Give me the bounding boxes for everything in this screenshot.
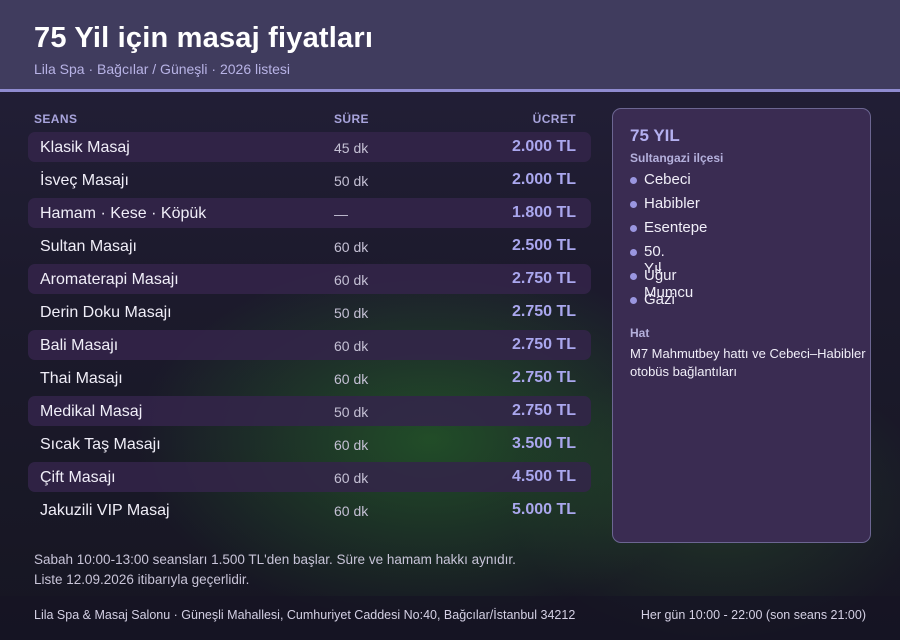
page-subtitle: Lila Spa · Bağcılar / Güneşli · 2026 lis…	[34, 61, 291, 77]
table-row: Çift Masajı 60 dk 4.500 TL	[28, 462, 591, 492]
neighbourhood-name: Uğur Mumcu	[644, 267, 694, 301]
service-price: 3.500 TL	[511, 435, 576, 452]
table-row: Derin Doku Masajı 50 dk 2.750 TL	[28, 297, 591, 327]
bullet-icon	[630, 249, 637, 256]
neighbourhood-name: Esentepe	[644, 219, 708, 236]
table-row: Aromaterapi Masajı 60 dk 2.750 TL	[28, 264, 591, 294]
service-duration: 60 dk	[334, 437, 369, 453]
column-header-duration: SÜRE	[334, 112, 369, 126]
service-name: Sultan Masajı	[40, 238, 137, 255]
page-footer: Lila Spa & Masaj Salonu · Güneşli Mahall…	[0, 596, 900, 640]
table-row: Klasik Masaj 45 dk 2.000 TL	[28, 132, 591, 162]
service-name: Medikal Masaj	[40, 403, 143, 420]
service-duration: 50 dk	[334, 305, 369, 321]
service-price: 2.750 TL	[511, 402, 576, 419]
service-name: İsveç Masajı	[40, 172, 129, 189]
service-name: Hamam · Kese · Köpük	[40, 205, 207, 222]
neighbourhood-name: 50. Yıl	[644, 243, 665, 277]
service-name: Çift Masajı	[40, 469, 116, 486]
page-title: 75 Yil için masaj fiyatları	[34, 22, 374, 54]
service-name: Derin Doku Masajı	[40, 304, 172, 321]
page-header: 75 Yil için masaj fiyatları Lila Spa · B…	[0, 0, 900, 92]
bullet-icon	[630, 225, 637, 232]
service-price: 4.500 TL	[511, 468, 576, 485]
table-row: İsveç Masajı 50 dk 2.000 TL	[28, 165, 591, 195]
column-header-service: SEANS	[34, 112, 78, 126]
footer-address: Lila Spa & Masaj Salonu · Güneşli Mahall…	[34, 608, 576, 622]
service-price: 2.000 TL	[511, 171, 576, 188]
service-price: 2.500 TL	[511, 237, 576, 254]
neighbourhood-name: Gazi	[644, 291, 675, 308]
service-duration: 60 dk	[334, 503, 369, 519]
service-price: 2.750 TL	[511, 303, 576, 320]
district-label: Sultangazi ilçesi	[630, 151, 724, 165]
service-price: 2.000 TL	[511, 138, 576, 155]
service-price: 1.800 TL	[511, 204, 576, 221]
table-row: Sultan Masajı 60 dk 2.500 TL	[28, 231, 591, 261]
panel-title: 75 YIL	[630, 126, 680, 145]
price-table: Klasik Masaj 45 dk 2.000 TL İsveç Masajı…	[28, 132, 591, 528]
bullet-icon	[630, 297, 637, 304]
service-name: Aromaterapi Masajı	[40, 271, 179, 288]
district-info-panel: 75 YIL Sultangazi ilçesi Cebeci Habibler…	[612, 108, 871, 543]
service-name: Bali Masajı	[40, 337, 119, 354]
table-row: Sıcak Taş Masajı 60 dk 3.500 TL	[28, 429, 591, 459]
service-name: Jakuzili VIP Masaj	[40, 502, 170, 519]
neighbourhood-name: Cebeci	[644, 171, 691, 188]
service-duration: 60 dk	[334, 338, 369, 354]
transit-line-label: Hat	[630, 326, 650, 340]
service-duration: 60 dk	[334, 272, 369, 288]
bullet-icon	[630, 273, 637, 280]
service-name: Klasik Masaj	[40, 139, 130, 156]
bullet-icon	[630, 177, 637, 184]
service-duration: 50 dk	[334, 173, 369, 189]
service-price: 2.750 TL	[511, 336, 576, 353]
table-row: Jakuzili VIP Masaj 60 dk 5.000 TL	[28, 495, 591, 525]
service-duration: 60 dk	[334, 470, 369, 486]
service-price: 2.750 TL	[511, 270, 576, 287]
morning-sessions-note: Sabah 10:00-13:00 seansları 1.500 TL'den…	[34, 552, 516, 567]
table-row: Thai Masajı 60 dk 2.750 TL	[28, 363, 591, 393]
service-name: Sıcak Taş Masajı	[40, 436, 161, 453]
table-row: Hamam · Kese · Köpük — 1.800 TL	[28, 198, 591, 228]
service-duration: 60 dk	[334, 371, 369, 387]
table-row: Bali Masajı 60 dk 2.750 TL	[28, 330, 591, 360]
service-price: 2.750 TL	[511, 369, 576, 386]
footer-hours: Her gün 10:00 - 22:00 (son seans 21:00)	[640, 608, 866, 622]
service-duration: 45 dk	[334, 140, 369, 156]
validity-note: Liste 12.09.2026 itibarıyla geçerlidir.	[34, 572, 250, 587]
service-price: 5.000 TL	[511, 501, 576, 518]
column-header-price: ÜCRET	[532, 112, 576, 126]
service-duration: 50 dk	[334, 404, 369, 420]
bullet-icon	[630, 201, 637, 208]
transit-line-text: M7 Mahmutbey hattı ve Cebeci–Habibler ot…	[630, 346, 866, 379]
service-duration: —	[334, 206, 348, 222]
neighbourhood-name: Habibler	[644, 195, 700, 212]
service-duration: 60 dk	[334, 239, 369, 255]
table-row: Medikal Masaj 50 dk 2.750 TL	[28, 396, 591, 426]
service-name: Thai Masajı	[40, 370, 123, 387]
